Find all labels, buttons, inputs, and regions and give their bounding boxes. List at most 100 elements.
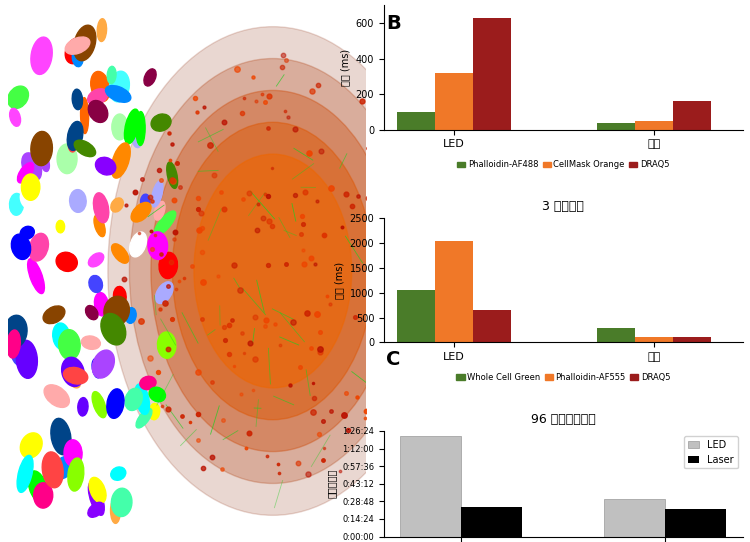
Ellipse shape (112, 244, 129, 263)
Ellipse shape (106, 86, 130, 102)
Ellipse shape (94, 215, 105, 237)
Title: 96 孔板采集时间: 96 孔板采集时间 (531, 412, 596, 425)
Ellipse shape (17, 163, 34, 183)
Ellipse shape (159, 253, 178, 279)
Ellipse shape (151, 114, 171, 131)
Ellipse shape (125, 388, 142, 410)
Bar (673, 101, 711, 130)
Legend: Whole Cell Green, Phalloidin-AF555, DRAQ5: Whole Cell Green, Phalloidin-AF555, DRAQ… (453, 370, 674, 385)
Ellipse shape (28, 471, 48, 503)
Ellipse shape (74, 140, 95, 157)
Bar (604, 499, 665, 537)
Ellipse shape (149, 403, 160, 420)
Bar (461, 507, 523, 537)
Ellipse shape (111, 488, 132, 517)
Ellipse shape (107, 66, 116, 83)
Ellipse shape (8, 86, 28, 108)
Ellipse shape (7, 330, 20, 358)
Ellipse shape (125, 308, 136, 324)
Text: A: A (15, 21, 30, 40)
Bar (472, 310, 511, 343)
Ellipse shape (88, 100, 108, 122)
Ellipse shape (4, 315, 27, 347)
Title: 3 色细胞球: 3 色细胞球 (542, 200, 584, 213)
Ellipse shape (31, 131, 52, 166)
Ellipse shape (132, 129, 142, 147)
Circle shape (151, 91, 394, 451)
Ellipse shape (22, 173, 32, 190)
Ellipse shape (148, 232, 167, 260)
Ellipse shape (140, 376, 156, 390)
Ellipse shape (110, 71, 129, 102)
Ellipse shape (88, 89, 108, 105)
Bar (397, 291, 434, 343)
Ellipse shape (149, 387, 166, 402)
Text: C: C (386, 350, 400, 369)
Ellipse shape (29, 234, 49, 261)
Ellipse shape (101, 313, 126, 345)
Ellipse shape (51, 418, 71, 455)
Ellipse shape (20, 186, 42, 210)
Bar (597, 124, 635, 130)
Ellipse shape (78, 398, 88, 416)
Ellipse shape (94, 193, 109, 223)
Ellipse shape (92, 359, 101, 378)
Ellipse shape (166, 162, 178, 189)
Ellipse shape (152, 181, 163, 207)
Ellipse shape (106, 389, 124, 418)
Ellipse shape (72, 48, 83, 67)
Ellipse shape (31, 37, 52, 74)
Circle shape (172, 122, 374, 420)
Ellipse shape (135, 384, 149, 415)
Ellipse shape (16, 340, 38, 378)
Ellipse shape (64, 367, 88, 384)
Ellipse shape (92, 350, 114, 378)
Ellipse shape (48, 176, 63, 210)
Ellipse shape (17, 455, 33, 492)
Ellipse shape (111, 198, 123, 212)
Ellipse shape (58, 330, 80, 360)
Ellipse shape (88, 482, 104, 515)
Ellipse shape (68, 138, 76, 152)
Bar (665, 509, 726, 537)
Ellipse shape (124, 109, 140, 144)
Ellipse shape (158, 332, 176, 358)
Ellipse shape (20, 433, 42, 458)
Bar (635, 121, 673, 130)
Ellipse shape (65, 37, 90, 54)
Ellipse shape (140, 194, 150, 209)
Ellipse shape (74, 25, 96, 61)
Ellipse shape (43, 306, 64, 324)
Bar (397, 112, 434, 130)
Ellipse shape (72, 89, 82, 109)
Legend: LED, Laser: LED, Laser (684, 436, 738, 468)
Ellipse shape (65, 38, 86, 64)
Ellipse shape (68, 458, 84, 491)
Ellipse shape (53, 456, 74, 479)
Ellipse shape (56, 252, 77, 272)
Ellipse shape (130, 232, 146, 257)
Ellipse shape (22, 153, 41, 180)
Ellipse shape (44, 385, 69, 408)
Ellipse shape (56, 221, 64, 233)
Ellipse shape (80, 98, 88, 133)
Ellipse shape (98, 19, 106, 42)
Ellipse shape (56, 254, 74, 269)
Ellipse shape (42, 452, 63, 488)
Ellipse shape (34, 483, 53, 508)
Ellipse shape (86, 306, 98, 320)
Bar (635, 338, 673, 343)
Ellipse shape (68, 121, 83, 151)
Text: B: B (386, 14, 401, 33)
Ellipse shape (155, 282, 173, 304)
Ellipse shape (131, 202, 151, 222)
Ellipse shape (136, 409, 152, 428)
Ellipse shape (89, 275, 103, 293)
Ellipse shape (57, 144, 77, 173)
Y-axis label: 小时分钟秒: 小时分钟秒 (326, 469, 337, 499)
Ellipse shape (111, 143, 130, 178)
Ellipse shape (91, 72, 110, 102)
Ellipse shape (110, 498, 120, 524)
Ellipse shape (62, 357, 84, 386)
Ellipse shape (89, 478, 106, 503)
